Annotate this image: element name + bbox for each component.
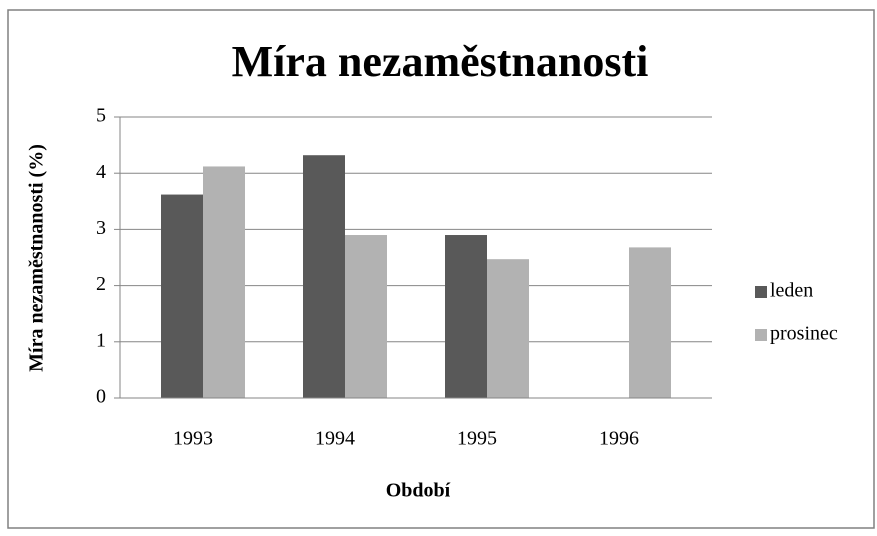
y-tick-label: 4 xyxy=(96,161,106,183)
bar xyxy=(445,235,487,398)
x-tick-label: 1995 xyxy=(457,428,497,450)
legend-label: leden xyxy=(770,280,813,302)
y-tick-label: 0 xyxy=(96,386,106,408)
bar xyxy=(487,259,529,398)
y-axis-title: Míra nezaměstnanosti (%) xyxy=(26,144,48,372)
bar xyxy=(203,166,245,398)
bar xyxy=(303,155,345,398)
y-tick-label: 5 xyxy=(96,105,106,127)
x-tick-label: 1996 xyxy=(599,428,639,450)
bar xyxy=(629,247,671,398)
x-tick-label: 1993 xyxy=(173,428,213,450)
y-tick-label: 1 xyxy=(96,329,106,351)
bar xyxy=(345,235,387,398)
legend-swatch xyxy=(755,286,767,298)
chart-title: Míra nezaměstnanosti xyxy=(232,37,649,86)
y-tick-label: 3 xyxy=(96,217,106,239)
x-tick-label: 1994 xyxy=(315,428,355,450)
legend-swatch xyxy=(755,329,767,341)
y-tick-label: 2 xyxy=(96,273,106,295)
chart-frame xyxy=(7,9,875,529)
legend-label: prosinec xyxy=(770,323,838,345)
x-axis-title: Období xyxy=(386,480,451,502)
bar xyxy=(161,194,203,398)
